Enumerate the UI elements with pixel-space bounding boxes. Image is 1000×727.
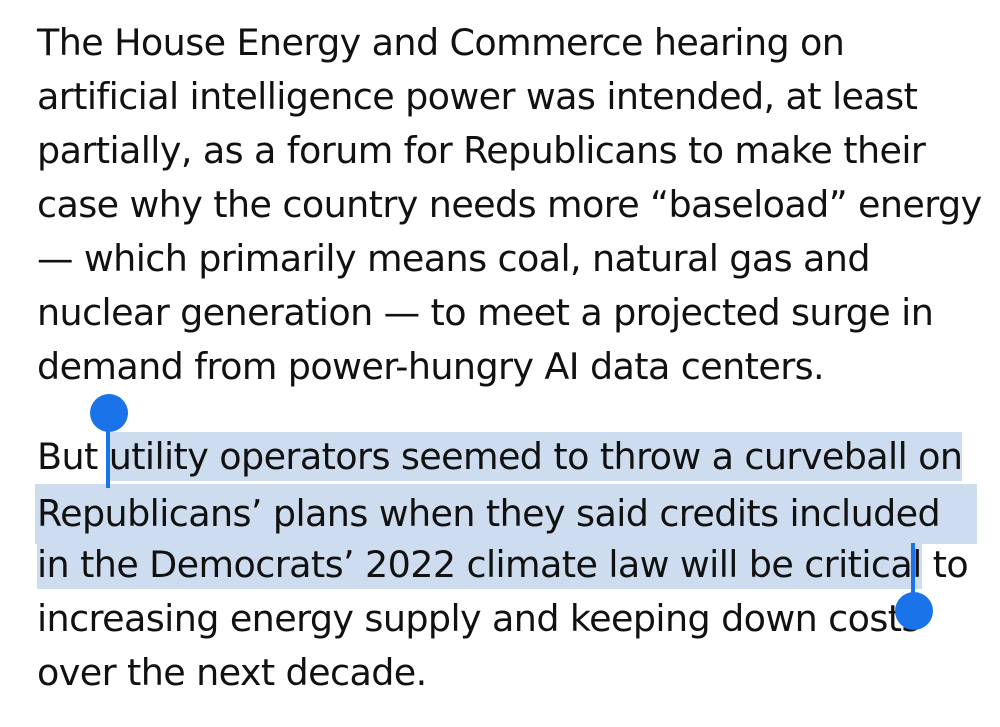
text-line: The House Energy and Commerce hearing on bbox=[37, 21, 845, 64]
selection-start-handle-knob[interactable] bbox=[90, 394, 128, 432]
paragraph-2[interactable]: But utility operators seemed to throw a … bbox=[35, 430, 977, 700]
article-body: The House Energy and Commerce hearing on… bbox=[35, 16, 982, 700]
text-line: in the Democrats’ 2022 climate law will … bbox=[37, 538, 977, 592]
unselected-text: to bbox=[921, 543, 969, 586]
selected-text[interactable]: utility operators seemed to throw a curv… bbox=[108, 432, 963, 481]
text-line: demand from power-hungry AI data centers… bbox=[37, 345, 825, 388]
text-line: artificial intelligence power was intend… bbox=[37, 75, 918, 118]
selection-end-handle-knob[interactable] bbox=[895, 592, 933, 630]
text-line: nuclear generation — to meet a projected… bbox=[37, 291, 934, 334]
text-line: partially, as a forum for Republicans to… bbox=[37, 129, 926, 172]
text-line: case why the country needs more “baseloa… bbox=[37, 183, 982, 226]
selected-text[interactable]: in the Democrats’ 2022 climate law will … bbox=[37, 540, 922, 589]
unselected-text: But bbox=[37, 435, 109, 478]
selection-end-handle-bar[interactable] bbox=[911, 543, 915, 603]
text-line: — which primarily means coal, natural ga… bbox=[37, 237, 870, 280]
selected-text[interactable]: Republicans’ plans when they said credit… bbox=[35, 484, 977, 544]
text-line: Republicans’ plans when they said credit… bbox=[35, 484, 977, 544]
text-line: But utility operators seemed to throw a … bbox=[37, 430, 977, 484]
text-line: increasing energy supply and keeping dow… bbox=[37, 597, 921, 640]
paragraph-1: The House Energy and Commerce hearing on… bbox=[37, 16, 982, 394]
text-line: over the next decade. bbox=[37, 651, 427, 694]
selection-start-handle-bar[interactable] bbox=[106, 426, 110, 488]
